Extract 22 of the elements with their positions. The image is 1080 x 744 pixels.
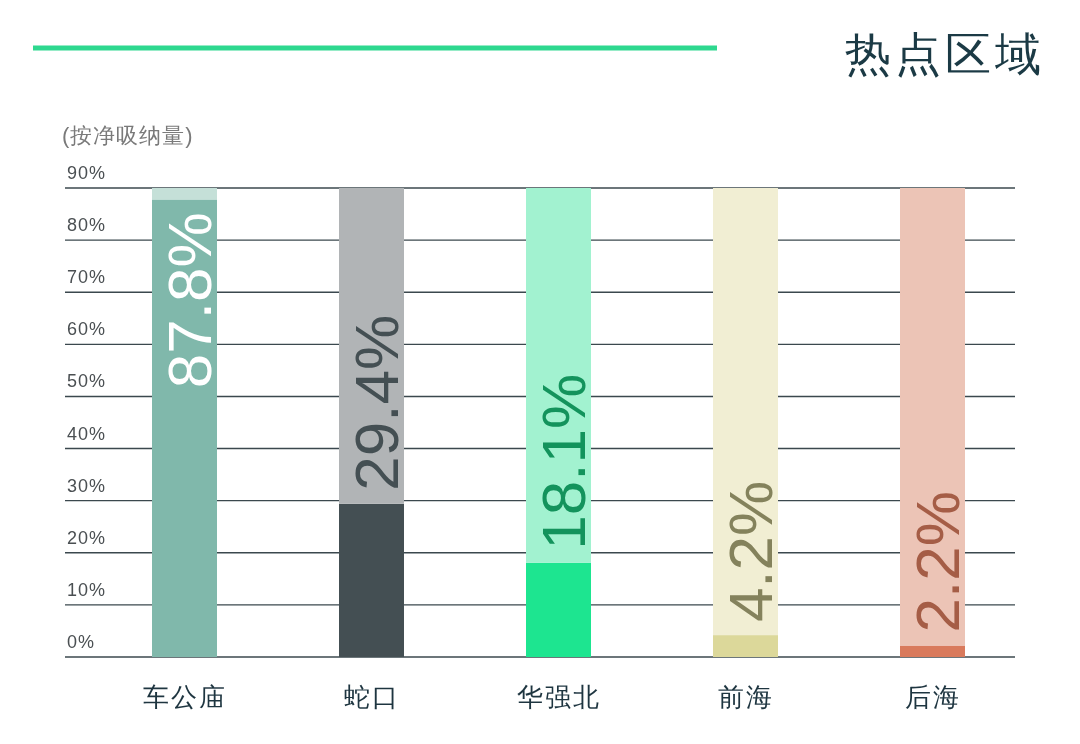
data-label: 29.4%: [342, 314, 411, 491]
y-tick-label: 70%: [67, 267, 107, 288]
data-label: 2.2%: [903, 491, 972, 633]
y-tick-label: 40%: [67, 423, 107, 444]
x-tick-label: 华强北: [516, 682, 601, 712]
x-tick-label: 车公庙: [142, 682, 227, 712]
y-tick-label: 20%: [67, 527, 107, 548]
chart-title: 热点区域: [845, 28, 1045, 80]
data-label: 4.2%: [716, 480, 785, 623]
x-tick-label: 前海: [717, 682, 774, 712]
data-label: 87.8%: [155, 212, 224, 389]
y-tick-label: 60%: [67, 319, 107, 340]
y-tick-label: 30%: [67, 475, 107, 496]
y-tick-label: 10%: [67, 579, 107, 600]
data-label: 18.1%: [529, 373, 598, 550]
y-tick-label: 0%: [67, 632, 96, 652]
y-tick-label: 50%: [67, 371, 107, 392]
y-axis-title: (按净吸纳量): [62, 123, 194, 148]
x-tick-label: 蛇口: [343, 682, 400, 712]
y-tick-label: 90%: [67, 163, 107, 183]
y-tick-label: 80%: [67, 215, 107, 236]
x-tick-label: 后海: [904, 682, 961, 712]
